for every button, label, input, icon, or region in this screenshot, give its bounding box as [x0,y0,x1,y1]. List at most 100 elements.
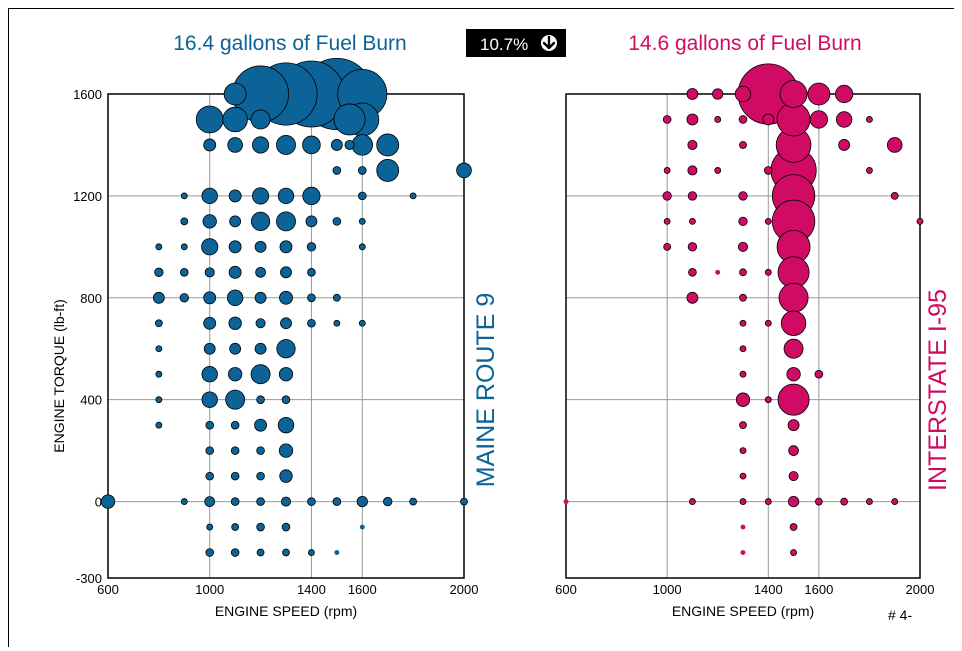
data-point [256,395,265,404]
data-point [230,420,240,430]
data-point [278,367,294,382]
x-tick-label: 1400 [297,582,326,597]
data-point [739,293,747,302]
data-point [276,211,296,232]
data-point [230,471,240,481]
data-point [737,241,749,252]
data-point [383,496,393,507]
data-point [783,338,804,359]
data-point [739,319,747,327]
data-point [256,548,265,557]
data-point [890,192,899,200]
data-point [204,496,216,507]
data-point [250,364,271,385]
data-point [155,345,163,353]
y-tick-label: 0 [95,495,102,510]
data-point [302,135,321,155]
data-point [279,469,293,483]
page-number-note: # 4- [888,607,912,623]
data-point [409,192,417,200]
data-point [277,187,295,205]
data-point [203,138,217,152]
right-chart: 14.6 gallons of Fuel Burn INTERSTATE I-95… [555,32,952,619]
data-point [204,267,215,278]
data-point [282,548,290,557]
data-point [807,82,831,106]
data-point [202,214,217,229]
data-point [790,549,797,556]
data-point [155,243,163,251]
data-point [229,215,242,228]
data-point [886,137,903,153]
data-point [358,319,366,327]
data-point [256,522,265,532]
data-point [308,549,315,556]
data-point [359,524,365,530]
data-point [789,523,798,531]
data-point [739,421,747,430]
data-point [714,167,722,174]
data-point [778,282,809,313]
data-point [179,293,189,303]
data-point [180,192,188,200]
data-point [225,389,246,410]
data-point [357,191,367,201]
data-point [280,496,292,507]
data-point [688,268,697,277]
data-point [154,319,163,328]
data-point [663,217,671,225]
y-axis-title: ENGINE TORQUE (lb-ft) [51,299,67,453]
data-point [250,109,271,130]
data-point [203,316,217,330]
data-point [739,447,747,455]
data-point [333,319,341,327]
data-point [279,240,293,254]
data-point [334,550,340,555]
data-point [250,211,271,231]
x-tick-label: 2000 [906,582,935,597]
data-point [229,342,242,355]
data-point [179,268,189,277]
data-point [662,115,672,124]
data-point [332,166,342,175]
data-point [739,141,747,149]
data-point [358,243,366,251]
data-point [891,498,899,505]
data-point [764,268,772,276]
data-point [838,139,851,151]
data-point [254,240,267,253]
data-point [228,367,243,382]
data-point [689,498,696,505]
x-axis-title: ENGINE SPEED (rpm) [215,603,357,619]
data-point [739,472,747,480]
data-point [866,116,873,123]
data-point [256,471,265,481]
data-point [252,136,270,154]
data-point [689,217,696,225]
data-point [739,498,747,505]
data-point [787,419,800,432]
data-point [223,82,247,106]
data-point [916,217,924,225]
data-point [687,242,698,252]
data-point [180,243,188,251]
side-label: MAINE ROUTE 9 [472,293,500,487]
data-point [409,497,418,506]
data-point [281,395,291,404]
change-badge: 10.7% [466,29,566,57]
data-point [663,242,672,251]
badge-text: 10.7% [480,35,528,54]
data-point [305,215,318,228]
data-point [686,291,699,304]
data-point [764,396,772,404]
data-point [152,291,165,304]
arrow-down-icon [541,35,557,51]
data-point [687,165,698,176]
data-point [764,217,772,225]
data-point [777,383,810,416]
data-point [686,88,699,100]
data-point [735,392,751,407]
data-point [230,446,240,455]
data-point [307,293,316,303]
frame-border [8,8,954,647]
